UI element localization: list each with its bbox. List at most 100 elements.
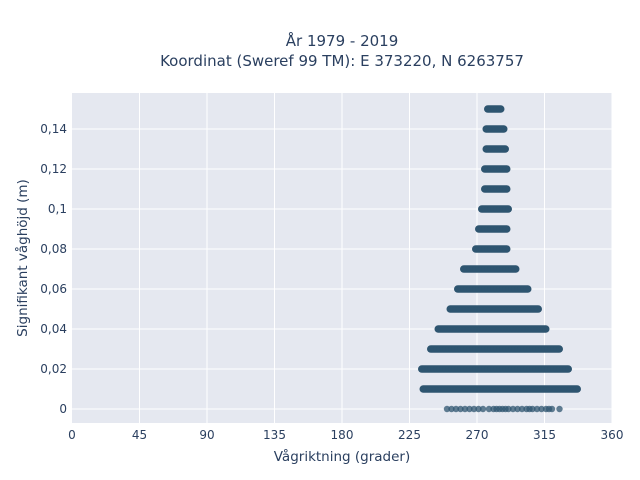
data-point bbox=[502, 285, 509, 293]
data-point bbox=[478, 345, 485, 353]
data-point bbox=[515, 385, 523, 393]
data-band bbox=[475, 225, 511, 233]
data-point bbox=[436, 345, 443, 353]
data-point bbox=[493, 105, 500, 113]
data-point bbox=[517, 365, 524, 373]
chart-title-line-2: Koordinat (Sweref 99 TM): E 373220, N 62… bbox=[160, 52, 524, 70]
data-point bbox=[449, 325, 457, 333]
data-point bbox=[461, 405, 469, 413]
data-point bbox=[478, 225, 485, 233]
data-point bbox=[448, 405, 455, 413]
data-point bbox=[490, 105, 497, 113]
data-point bbox=[521, 385, 529, 393]
data-point bbox=[505, 405, 512, 413]
data-point bbox=[461, 385, 469, 393]
data-point bbox=[541, 365, 548, 373]
data-point bbox=[505, 265, 512, 273]
data-point bbox=[458, 325, 466, 333]
x-tick-label: 135 bbox=[263, 428, 286, 442]
data-point bbox=[532, 345, 539, 353]
data-point bbox=[490, 185, 497, 193]
data-point bbox=[493, 285, 500, 293]
data-point bbox=[463, 285, 470, 293]
y-axis-ticks: 0 0,02 0,04 0,06 0,08 0,1 0,12 0,14 bbox=[40, 122, 67, 416]
data-point bbox=[490, 365, 497, 373]
data-point bbox=[493, 185, 500, 193]
data-point bbox=[524, 325, 532, 333]
data-point bbox=[457, 405, 464, 413]
data-point bbox=[539, 325, 547, 333]
data-point bbox=[455, 385, 463, 393]
data-point bbox=[499, 225, 506, 233]
data-point bbox=[472, 365, 479, 373]
data-point bbox=[472, 285, 479, 293]
data-point bbox=[430, 365, 437, 373]
chart-title-line-1: År 1979 - 2019 bbox=[286, 31, 399, 50]
data-point bbox=[475, 245, 482, 253]
data-point bbox=[443, 385, 451, 393]
data-point bbox=[547, 365, 554, 373]
data-point bbox=[475, 285, 482, 293]
data-point bbox=[457, 345, 464, 353]
data-point bbox=[502, 205, 509, 213]
data-point bbox=[499, 185, 506, 193]
data-point bbox=[499, 265, 506, 273]
data-band bbox=[460, 265, 520, 273]
data-point bbox=[506, 305, 514, 313]
data-point bbox=[526, 365, 533, 373]
data-point bbox=[509, 325, 517, 333]
data-point bbox=[539, 385, 547, 393]
data-point bbox=[488, 305, 496, 313]
data-point bbox=[470, 305, 478, 313]
data-point bbox=[505, 205, 512, 213]
data-point bbox=[451, 365, 458, 373]
data-point bbox=[512, 305, 520, 313]
data-point bbox=[464, 385, 472, 393]
data-point bbox=[553, 365, 560, 373]
data-point bbox=[487, 245, 494, 253]
data-point bbox=[538, 365, 545, 373]
data-point bbox=[502, 345, 509, 353]
data-point bbox=[484, 205, 491, 213]
data-point bbox=[542, 385, 550, 393]
data-point bbox=[548, 385, 556, 393]
data-point bbox=[511, 345, 518, 353]
data-point bbox=[530, 305, 538, 313]
data-point bbox=[469, 265, 476, 273]
data-point bbox=[481, 265, 488, 273]
data-point bbox=[449, 385, 457, 393]
data-point bbox=[484, 365, 491, 373]
data-point bbox=[478, 285, 485, 293]
x-axis-title: Vågriktning (grader) bbox=[274, 448, 411, 465]
data-point bbox=[535, 345, 542, 353]
data-point bbox=[481, 365, 488, 373]
data-point bbox=[500, 145, 508, 153]
x-tick-label: 360 bbox=[601, 428, 624, 442]
data-point bbox=[556, 405, 563, 413]
data-point bbox=[485, 125, 493, 133]
data-point bbox=[502, 225, 509, 233]
data-point bbox=[500, 125, 508, 133]
data-band bbox=[446, 305, 542, 313]
y-tick-label: 0,08 bbox=[40, 242, 67, 256]
data-point bbox=[532, 365, 539, 373]
data-point bbox=[509, 385, 517, 393]
data-point bbox=[530, 385, 538, 393]
data-point bbox=[496, 225, 503, 233]
data-point bbox=[434, 325, 442, 333]
data-point bbox=[487, 225, 494, 233]
data-point bbox=[487, 205, 494, 213]
data-point bbox=[506, 385, 514, 393]
data-point bbox=[563, 385, 571, 393]
data-point bbox=[488, 325, 496, 333]
data-point bbox=[454, 345, 461, 353]
data-point bbox=[478, 365, 485, 373]
data-band bbox=[454, 285, 532, 293]
x-tick-label: 0 bbox=[68, 428, 76, 442]
data-point bbox=[512, 385, 520, 393]
data-point bbox=[446, 385, 454, 393]
data-point bbox=[466, 365, 473, 373]
data-point bbox=[440, 325, 448, 333]
data-point bbox=[466, 345, 473, 353]
